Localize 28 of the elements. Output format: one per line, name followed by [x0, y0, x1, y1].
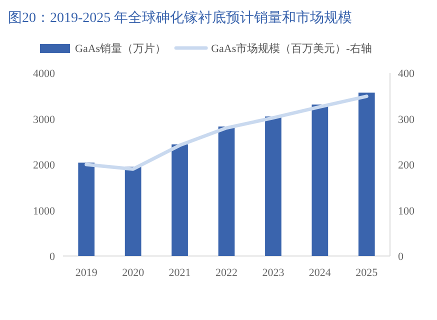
x-tick-label: 2019: [75, 267, 98, 279]
bar: [172, 144, 188, 256]
y-tick-label: 0: [50, 251, 56, 263]
y2-tick-label: 100: [398, 205, 415, 218]
y2-tick-label: 0: [398, 251, 404, 263]
bar: [265, 116, 282, 256]
y-tick-label: 3000: [33, 114, 56, 126]
y2-tick-label: 400: [398, 68, 415, 80]
y-tick-label: 2000: [33, 160, 56, 172]
line-series: [84, 94, 368, 171]
y-tick-label: 4000: [33, 68, 56, 80]
bar: [78, 162, 95, 256]
x-tick-label: 2024: [308, 267, 332, 279]
x-tick-label: 2020: [122, 267, 145, 279]
y2-tick-label: 200: [398, 160, 415, 172]
y-tick-label: 1000: [33, 205, 56, 218]
bar: [358, 92, 375, 256]
x-tick-label: 2025: [356, 267, 378, 279]
x-tick-label: 2022: [216, 267, 238, 279]
x-tick-label: 2021: [168, 267, 191, 279]
y2-tick-label: 300: [398, 114, 415, 126]
legend-label: GaAs市场规模（百万美元）-右轴: [211, 42, 372, 55]
bar: [124, 166, 142, 256]
bar: [218, 126, 235, 256]
chart-title: 图20：2019-2025 年全球砷化镓衬底预计销量和市场规模: [8, 10, 352, 26]
x-tick-label: 2023: [262, 267, 285, 279]
bar: [312, 104, 328, 256]
legend-label: GaAs销量（万片）: [75, 42, 166, 55]
